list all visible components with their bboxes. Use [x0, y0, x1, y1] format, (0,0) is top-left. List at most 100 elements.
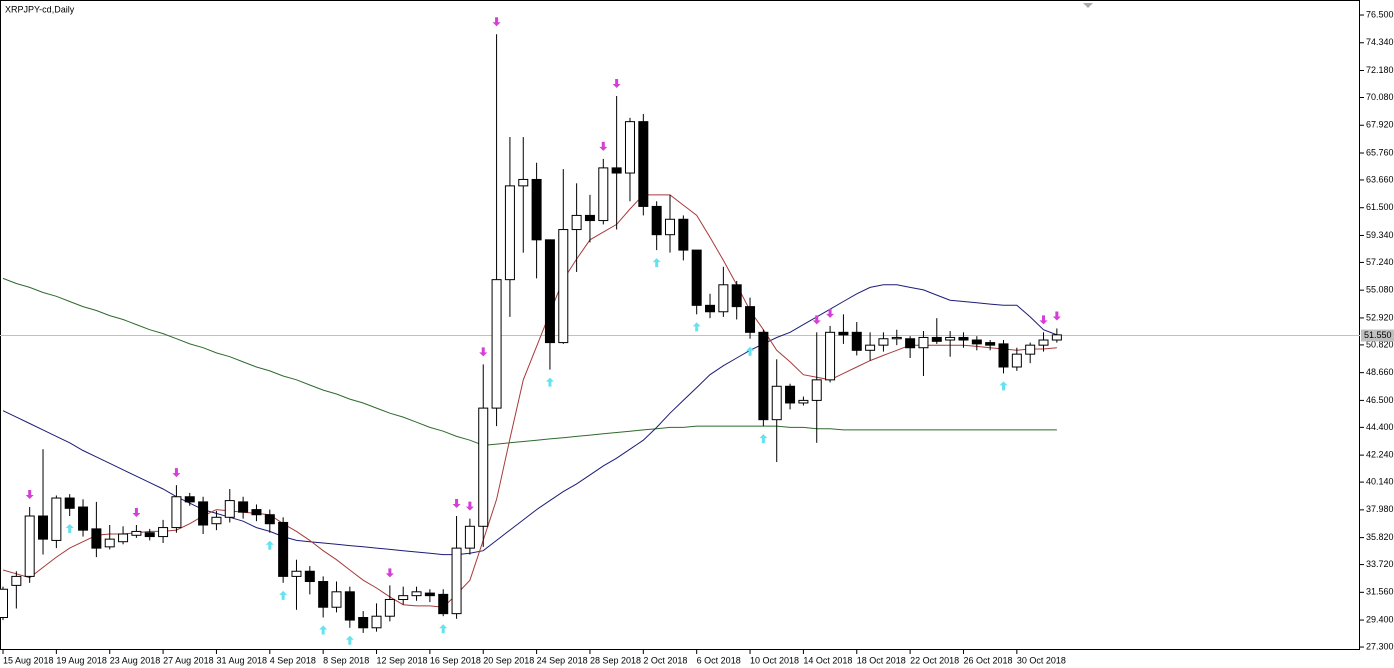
candle-body	[771, 385, 782, 421]
signal-down	[612, 78, 621, 88]
candle-body	[678, 218, 689, 251]
candle-body	[558, 229, 569, 344]
candle-body	[464, 525, 475, 549]
candle-body	[811, 379, 822, 401]
y-tick-label: 67.920	[1366, 120, 1394, 130]
candle-body	[531, 178, 542, 241]
candle-body	[865, 344, 876, 351]
candle-body	[518, 178, 529, 187]
candle-body	[118, 533, 129, 543]
candle-body	[544, 239, 555, 344]
x-tick-label: 16 Sep 2018	[430, 655, 481, 665]
x-tick-label: 6 Oct 2018	[697, 655, 741, 665]
candle-body	[945, 336, 956, 341]
candle-body	[144, 532, 155, 538]
candle-body	[1011, 353, 1022, 368]
candle-body	[891, 336, 902, 340]
candle-body	[1025, 344, 1036, 355]
signal-up	[279, 590, 288, 600]
candle-body	[624, 121, 635, 174]
x-tick-label: 19 Aug 2018	[56, 655, 107, 665]
candle-body	[78, 506, 89, 531]
candle-body	[438, 593, 449, 615]
signal-down	[599, 141, 608, 151]
signal-up	[692, 322, 701, 332]
candle-body	[238, 501, 249, 513]
plot-frame	[0, 0, 1360, 650]
candle-body	[91, 528, 102, 549]
y-tick-label: 61.500	[1366, 202, 1394, 212]
signal-up	[265, 540, 274, 550]
candle-body	[691, 249, 702, 306]
candle-body	[851, 331, 862, 351]
candle-body	[411, 591, 422, 597]
y-tick-label: 48.660	[1366, 367, 1394, 377]
moving-average	[2, 194, 1057, 608]
candle-body	[158, 527, 169, 538]
y-tick-label: 55.080	[1366, 285, 1394, 295]
signal-down	[492, 17, 501, 27]
candle-body	[571, 214, 582, 231]
signal-down	[465, 501, 474, 511]
signal-up	[759, 434, 768, 444]
candle-body	[344, 591, 355, 621]
signal-down	[812, 315, 821, 325]
candle-body	[598, 167, 609, 222]
x-tick-label: 24 Sep 2018	[537, 655, 588, 665]
y-tick-label: 33.720	[1366, 559, 1394, 569]
x-tick-label: 27 Aug 2018	[163, 655, 214, 665]
candle-body	[224, 500, 235, 518]
candle-body	[104, 538, 115, 548]
y-tick-label: 50.820	[1366, 339, 1394, 349]
x-tick-label: 18 Oct 2018	[857, 655, 906, 665]
y-tick-label: 31.560	[1366, 587, 1394, 597]
y-tick-label: 63.660	[1366, 174, 1394, 184]
candle-body	[278, 521, 289, 577]
candle-body	[958, 336, 969, 341]
x-tick-label: 26 Oct 2018	[963, 655, 1012, 665]
candle-body	[384, 599, 395, 617]
candle-body	[424, 592, 435, 597]
candle-body	[705, 304, 716, 313]
candle-body	[211, 516, 222, 525]
y-tick-label: 29.400	[1366, 614, 1394, 624]
y-tick-label: 72.180	[1366, 65, 1394, 75]
current-price-label: 51.550	[1364, 330, 1392, 340]
y-tick-label: 65.760	[1366, 147, 1394, 157]
candle-body	[785, 385, 796, 404]
x-tick-label: 4 Sep 2018	[270, 655, 316, 665]
candle-body	[171, 496, 182, 529]
x-tick-label: 10 Oct 2018	[750, 655, 799, 665]
signal-down	[25, 490, 34, 500]
signal-down	[479, 347, 488, 357]
candle-body	[184, 496, 195, 503]
candle-body	[731, 284, 742, 308]
signal-down	[132, 508, 141, 518]
candle-body	[451, 547, 462, 615]
y-tick-label: 44.400	[1366, 422, 1394, 432]
candle-body	[131, 530, 142, 536]
candle-body	[1051, 334, 1062, 341]
signal-up	[999, 381, 1008, 391]
x-tick-label: 23 Aug 2018	[110, 655, 161, 665]
x-tick-label: 15 Aug 2018	[3, 655, 54, 665]
signal-up	[345, 635, 354, 645]
candle-body	[64, 497, 75, 509]
candle-body	[491, 279, 502, 409]
y-tick-label: 57.240	[1366, 257, 1394, 267]
candle-body	[905, 338, 916, 349]
signal-up	[319, 625, 328, 635]
x-tick-label: 12 Sep 2018	[377, 655, 428, 665]
shift-marker	[1083, 3, 1093, 8]
candle-body	[398, 595, 409, 601]
candle-body	[51, 497, 62, 541]
candle-body	[264, 514, 275, 525]
y-tick-label: 40.140	[1366, 476, 1394, 486]
signal-down	[1039, 315, 1048, 325]
y-tick-label: 76.500	[1366, 9, 1394, 19]
y-tick-label: 59.340	[1366, 230, 1394, 240]
candle-body	[478, 407, 489, 527]
candle-body	[878, 338, 889, 346]
candle-body	[651, 205, 662, 236]
